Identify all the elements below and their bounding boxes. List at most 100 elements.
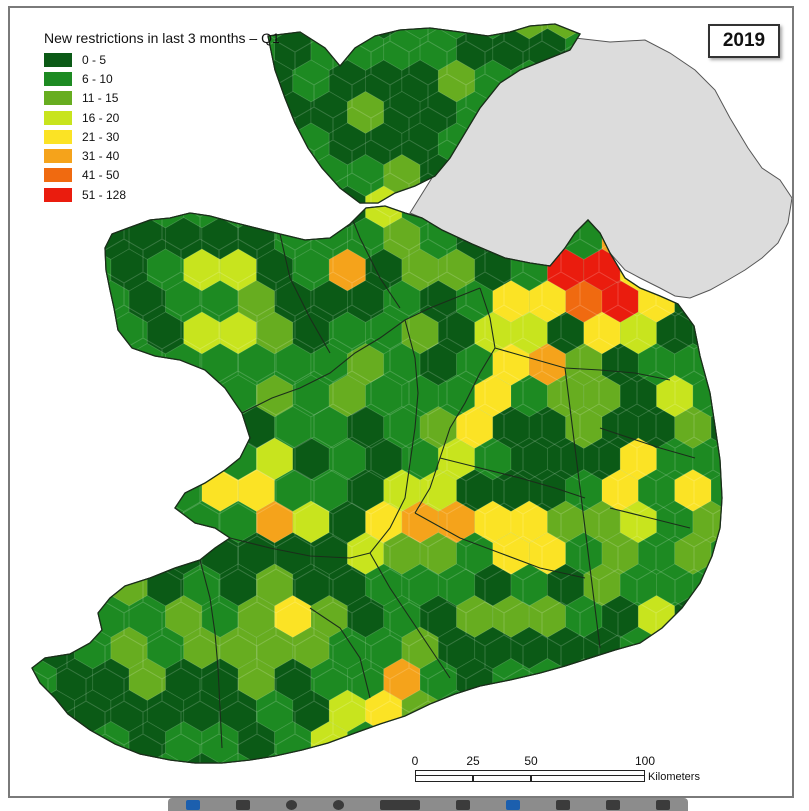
hand-icon[interactable] [236,799,250,810]
hex-cell [74,500,112,544]
hex-cell [748,407,784,449]
map-frame: New restrictions in last 3 months – Q1 0… [8,6,794,798]
hex-cell [656,24,694,40]
pen-icon[interactable] [506,799,520,810]
hex-cell [32,59,39,103]
hex-cell [56,469,94,512]
legend-item: 6 - 10 [44,69,280,88]
hex-cell [748,533,784,575]
county-boundaries [199,187,696,749]
hex-cell [183,437,221,481]
hex-cell [674,658,712,701]
hex-cell [729,60,765,102]
year-label: 2019 [708,24,780,58]
hex-cell [32,311,39,355]
hex-cell [74,563,112,607]
hex-cell [32,122,39,166]
hex-cell [729,501,765,543]
hex-cell [92,469,130,512]
legend-label: 0 - 5 [82,52,107,67]
hex-cell [619,689,657,733]
legend-swatch [44,187,72,202]
scale-tick: 0 [411,754,419,768]
hex-cell [692,689,722,733]
hex-cell [110,500,148,544]
hex-cell [201,406,239,449]
scale-tick: 50 [524,754,538,768]
legend-item: 51 - 128 [44,185,280,204]
hex-cell [729,438,765,480]
hex-cell [766,312,792,354]
legend-item: 31 - 40 [44,146,280,165]
hex-cell [37,500,75,544]
hex-cell [165,406,203,449]
hex-cell [32,406,57,449]
hex-cell [292,185,330,229]
hex-cell [32,721,57,763]
hex-cell [110,437,148,481]
hex-cell [748,596,784,638]
hex-cell [729,312,765,354]
zoom-in-icon[interactable] [333,799,344,810]
hex-cell [565,658,603,701]
hex-cell [56,532,94,575]
zoom-out-icon[interactable] [286,799,297,810]
hex-cell [692,626,722,670]
hex-cell [32,563,39,607]
hex-cell [510,689,548,733]
scale-unit: Kilometers [648,771,700,783]
hex-cell [37,248,75,292]
hex-cell [32,374,39,418]
hex-cell [729,627,765,669]
hex-cell [32,217,57,260]
hex-cell [656,689,694,733]
hex-cell [748,722,784,764]
hex-cell [92,343,130,386]
legend-label: 21 - 30 [82,129,120,144]
scale-tick: 100 [634,754,656,768]
hex-cell [32,595,57,638]
legend-swatch [44,129,72,144]
hex-cell [110,752,148,763]
hex-cell [474,689,512,733]
hex-cell [766,60,792,102]
hex-cell [32,532,57,575]
scale-bar: 0 25 50 100 Kilometers [405,754,735,794]
fit-page-icon[interactable] [456,799,470,810]
hex-cell [710,343,722,386]
more-icon[interactable] [656,799,670,810]
hex-cell [328,24,366,40]
hex-cell [146,437,185,481]
legend-label: 31 - 40 [82,149,120,164]
hex-cell [328,752,366,763]
hex-cell [128,406,166,449]
hex-cell [547,689,585,733]
legend-swatch [44,110,72,125]
zoom-level-icon[interactable] [380,799,420,810]
legend-label: 6 - 10 [82,71,113,86]
hex-cell [56,217,94,260]
hex-cell [37,374,75,418]
hex-cell [56,343,94,386]
hex-cell [766,249,792,291]
scale-tick: 25 [466,754,480,768]
scale-midline [415,770,645,776]
hex-cell [37,311,75,355]
hex-cell [766,375,792,417]
legend-label: 16 - 20 [82,110,120,125]
hex-cell [56,406,94,449]
hex-cell [32,185,39,229]
print-icon[interactable] [606,799,620,810]
legend-item: 21 - 30 [44,127,280,146]
hex-cell [32,500,39,544]
hex-cell [32,24,39,40]
hex-cell [255,752,294,763]
legend-swatch [44,149,72,164]
hexbin-map [31,23,792,764]
hex-cell [56,595,94,638]
hex-cell [292,752,330,763]
cursor-icon[interactable] [186,799,200,810]
save-icon[interactable] [556,799,570,810]
legend-item: 0 - 5 [44,50,280,69]
hex-cell [74,437,112,481]
